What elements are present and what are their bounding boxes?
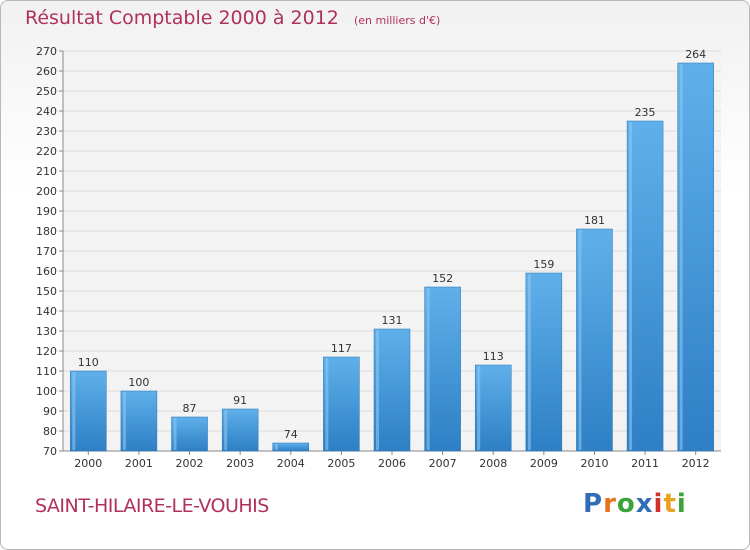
x-tick-label-2002: 2002 [176,457,204,470]
bar-2012 [677,62,714,452]
bar-2008 [474,364,512,452]
bar-highlight [426,288,430,450]
x-tick-label-2007: 2007 [429,457,457,470]
data-label-2009: 159 [533,258,554,271]
bar-2011 [626,120,664,452]
y-tick-label: 230 [36,125,57,138]
data-label-2012: 264 [685,48,706,61]
y-tick-label: 250 [36,85,57,98]
commune-name: SAINT-HILAIRE-LE-VOUHIS [35,495,269,517]
logo-letter: i [653,489,664,519]
x-tick-label-2011: 2011 [631,457,659,470]
x-tick-label-2009: 2009 [530,457,558,470]
data-label-2004: 74 [284,428,298,441]
y-tick-label: 110 [36,365,57,378]
data-label-2010: 181 [584,214,605,227]
y-tick-label: 130 [36,325,57,338]
bar-2001 [120,390,158,452]
logo-letter: t [663,489,677,519]
x-tick-label-2010: 2010 [580,457,608,470]
data-label-2001: 100 [128,376,149,389]
x-tick-label-2005: 2005 [327,457,355,470]
x-tick-label-2000: 2000 [74,457,102,470]
y-tick-label: 270 [36,45,57,58]
y-tick-label: 160 [36,265,57,278]
bar-2006 [373,328,411,452]
bar-highlight [72,372,76,450]
data-label-2000: 110 [78,356,99,369]
y-tick-label: 220 [36,145,57,158]
bar-2009 [525,272,563,452]
y-tick-label: 70 [43,445,57,458]
y-tick-label: 180 [36,225,57,238]
data-label-2011: 235 [635,106,656,119]
bar-highlight [122,392,126,450]
y-tick-label: 240 [36,105,57,118]
bar-highlight [477,366,481,450]
chart-title-text: Résultat Comptable 2000 à 2012 [25,7,339,29]
y-tick-label: 150 [36,285,57,298]
axes: 70 80 90 100 110 120 130 140 150 160 170 180 190 200 2… [36,45,721,458]
x-tick-label-2003: 2003 [226,457,254,470]
bar-2010 [576,228,613,452]
y-tick-label: 90 [43,405,57,418]
logo-letter: r [603,489,617,519]
bar-2007 [424,286,461,452]
y-tick-label: 120 [36,345,57,358]
bars [70,62,714,452]
y-tick-label: 140 [36,305,57,318]
y-tick-label: 100 [36,385,57,398]
bar-highlight [173,418,177,450]
chart-unit-note: (en milliers d'€) [353,14,441,27]
chart-title: Résultat Comptable 2000 à 2012 (en milli… [25,7,440,29]
y-tick-label: 260 [36,65,57,78]
data-label-2007: 152 [432,272,453,285]
x-tick-label-2001: 2001 [125,457,153,470]
bar-highlight [527,274,531,450]
logo-letter: o [616,489,636,519]
data-label-2002: 87 [183,402,197,415]
bar-highlight [376,330,379,450]
bar-2003 [221,408,259,452]
logo-letter: P [583,489,604,519]
bar-highlight [274,444,278,450]
bar-highlight [578,230,582,450]
y-tick-label: 210 [36,165,57,178]
y-tick-label: 170 [36,245,57,258]
bar-2002 [171,416,208,452]
y-tick-label: 190 [36,205,57,218]
bar-highlight [629,122,633,450]
bar-2000 [70,370,107,452]
x-tick-label-2006: 2006 [378,457,406,470]
logo-letter: x [635,489,654,519]
bar-2005 [323,356,360,452]
data-label-2006: 131 [382,314,403,327]
proxiti-logo[interactable]: Proxiti [583,489,687,519]
x-tick-label-2008: 2008 [479,457,507,470]
y-tick-label: 80 [43,425,57,438]
data-label-2003: 91 [233,394,247,407]
bar-2004 [272,442,310,452]
data-label-2005: 117 [331,342,352,355]
logo-letter: i [676,489,687,519]
labels: 110 2000 100 2001 87 2002 91 2003 74 2004 117 2005 1… [74,48,709,470]
bar-highlight [224,410,228,450]
bar-highlight [325,358,329,450]
bar-highlight [679,64,683,450]
y-tick-label: 200 [36,185,57,198]
x-tick-label-2004: 2004 [277,457,305,470]
data-label-2008: 113 [483,350,504,363]
x-tick-label-2012: 2012 [682,457,710,470]
